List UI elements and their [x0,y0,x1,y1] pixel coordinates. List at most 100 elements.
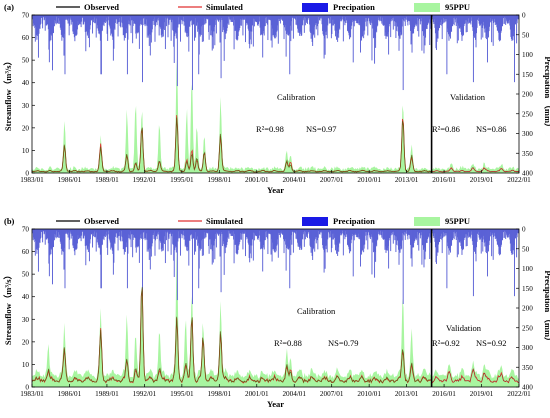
legend-observed: Observed [56,2,119,12]
y-tick-label: 40 [22,79,30,87]
precip-bar [234,15,236,31]
precip-bar [437,15,438,39]
precip-bar [65,229,66,234]
precip-bar [275,229,277,253]
precip-bar [342,15,344,17]
precip-bar [322,229,324,249]
precip-bar [143,229,145,233]
precip-bar [252,229,254,240]
precip-bar [440,15,442,26]
precip-bar [121,229,123,242]
precip-bar [174,229,176,248]
precip-bar [108,229,110,239]
precip-bar [138,229,140,263]
precip-bar [294,229,296,233]
precip-bar [323,229,325,273]
y-tick-label: 60 [22,248,30,256]
precip-bar [496,229,498,242]
precip-bar [313,15,315,35]
precip-bar [459,229,461,241]
precip-bar [409,229,411,239]
precip-bar [338,15,340,38]
precip-bar [360,15,361,53]
precip-bar [411,15,412,41]
x-tick-label: 1986/01 [58,390,82,398]
precip-bar [204,15,206,22]
precip-bar [65,15,67,18]
precip-bar [443,229,445,234]
precip-bar [139,15,141,21]
precip-bar [70,15,72,18]
precip-bar [226,15,228,32]
precip-bar [299,15,301,34]
precip-bar [69,15,71,26]
precip-bar [464,15,466,24]
legend-precipitation: Precipation [302,2,375,12]
precip-bar [154,229,155,232]
precip-bar [507,15,509,22]
precip-bar [358,229,360,239]
precip-bar [69,229,71,240]
precip-bar [226,229,228,246]
precip-bar [250,15,252,32]
precip-bar [368,15,370,19]
precip-bar [171,229,173,237]
precip-bar [105,229,107,232]
precip-bar [157,15,159,21]
precip-bar [367,15,369,18]
precip-bar [188,15,190,52]
precip-bar [76,15,78,35]
precip-bar [317,15,319,36]
precip-bar [142,15,143,83]
x-tick-label: 1995/01 [170,176,194,184]
precip-bar [157,15,159,19]
precip-bar [341,229,343,235]
precip-bar [248,229,250,258]
precip-bar [500,15,501,41]
precip-bar [241,15,243,19]
precip-bar [455,229,457,237]
precip-bar [215,229,217,239]
precip-bar [336,229,338,252]
precip-bar [237,229,239,254]
precip-bar [377,229,379,235]
precip-bar [211,15,213,51]
precip-bar [244,15,246,18]
precip-bar [270,229,272,255]
precip-bar [248,229,250,245]
precip-bar [208,229,210,254]
precip-bar [58,15,60,19]
precip-bar [154,15,156,42]
precip-bar [437,229,438,253]
precip-bar [447,15,449,33]
precip-bar [309,229,310,239]
precip-bar [182,15,184,20]
precip-bar [130,229,132,248]
precip-bar [508,15,510,24]
precip-bar [171,15,173,23]
precip-bar [231,15,232,22]
x-tick-label: 2007/01 [320,176,344,184]
precip-bar [433,229,435,234]
y2-tick-label: 300 [522,344,533,352]
precip-bar [486,229,488,277]
precip-bar [390,15,392,38]
validation-label: Validation [446,323,482,333]
precip-bar [404,229,406,240]
precip-bar [126,229,128,243]
precip-bar [189,15,191,22]
precip-bar [350,229,352,244]
x-tick-label: 1992/01 [133,176,157,184]
precip-bar [110,15,112,36]
precip-bar [269,229,271,234]
precip-bar [458,15,460,29]
precip-bar [258,229,260,231]
plot-area [32,229,519,387]
precip-bar [208,15,210,40]
precip-bar [419,229,421,239]
precip-bar [392,15,394,19]
precip-bar [464,229,466,238]
precip-bar [50,229,52,250]
precip-bar [274,229,276,249]
y-tick-label: 0 [25,170,29,178]
